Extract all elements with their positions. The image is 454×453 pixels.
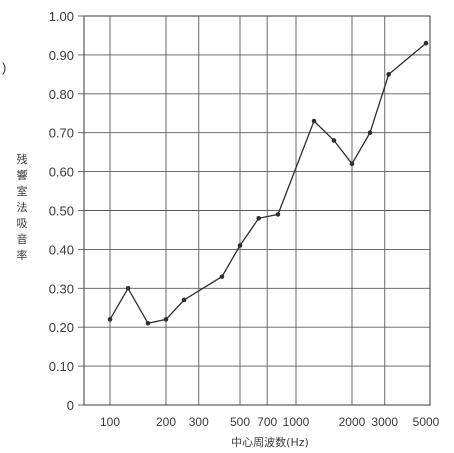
- data-point: [349, 161, 355, 167]
- x-tick-label: 5000: [413, 415, 440, 429]
- x-tick-label: 2000: [339, 415, 366, 429]
- y-tick-label: 0: [67, 398, 74, 413]
- x-tick-label: 700: [257, 415, 277, 429]
- y-tick-label: 0.50: [49, 204, 74, 219]
- x-tick-label: 500: [230, 415, 250, 429]
- x-tick-label: 3000: [371, 415, 398, 429]
- grid: [84, 16, 430, 405]
- y-tick-label: 0.40: [49, 242, 74, 257]
- y-tick-label: 0.60: [49, 165, 74, 180]
- data-point: [386, 72, 391, 77]
- series-line: [109, 42, 427, 325]
- y-tick-label: 0.80: [49, 87, 74, 102]
- y-axis-title: 残響室法吸音率: [17, 152, 28, 262]
- y-tick-label: 0.10: [49, 359, 74, 374]
- x-tick-label: 100: [100, 415, 120, 429]
- data-point: [107, 317, 113, 322]
- data-point: [145, 321, 151, 326]
- data-point: [219, 274, 225, 279]
- data-points: [107, 40, 429, 326]
- y-axis-ticks: 0 0.10 0.20 0.30 0.40 0.50 0.60 0.70 0.80 0.90 1.0…: [49, 9, 84, 413]
- data-point: [275, 212, 281, 217]
- data-point: [163, 317, 169, 322]
- data-point: [181, 297, 187, 303]
- x-tick-label: 200: [156, 415, 176, 429]
- y-tick-label: 0.90: [49, 48, 74, 63]
- x-axis-title: 中心周波数(Hz): [231, 436, 309, 449]
- x-tick-label: 1000: [283, 415, 310, 429]
- y-tick-label: 0.70: [49, 126, 74, 141]
- data-point: [256, 215, 261, 221]
- x-tick-label: 300: [189, 415, 209, 429]
- data-point: [423, 40, 429, 46]
- data-point: [311, 118, 317, 124]
- y-tick-label: 0.20: [49, 320, 74, 335]
- data-point: [331, 138, 337, 143]
- data-point: [237, 243, 243, 248]
- y-tick-label: 1.00: [49, 9, 74, 24]
- data-point: [367, 130, 373, 135]
- y-tick-label: 0.30: [49, 281, 74, 296]
- x-axis-ticks: 100 200 300 500 700 1000 2000 3000 5000: [100, 415, 440, 429]
- data-point: [125, 286, 131, 291]
- stray-paren: ): [2, 60, 6, 75]
